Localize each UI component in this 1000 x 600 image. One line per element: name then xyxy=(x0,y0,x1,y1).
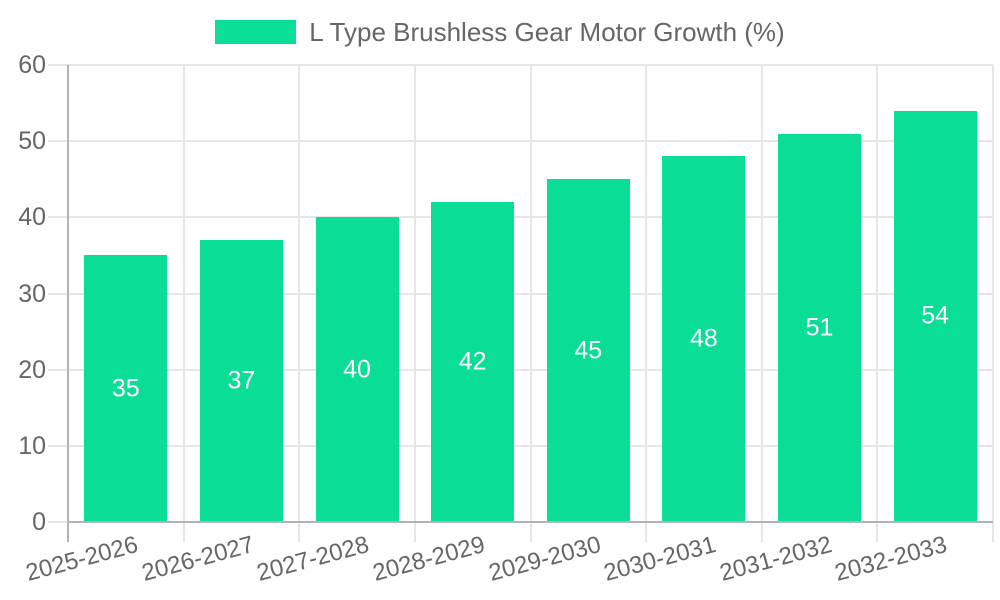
y-gridline xyxy=(48,216,993,219)
x-gridline xyxy=(645,65,648,522)
y-gridline xyxy=(48,64,993,66)
x-tick-label: 2031-2032 xyxy=(716,531,835,587)
x-tick-label: 2029-2030 xyxy=(485,531,604,587)
x-gridline xyxy=(298,65,301,522)
x-axis-line xyxy=(67,521,993,523)
y-tick-label: 0 xyxy=(32,508,46,536)
y-tick-label: 30 xyxy=(18,279,46,308)
x-tick-mark xyxy=(992,522,994,542)
bar-value-label: 42 xyxy=(458,347,487,376)
bar-value-label: 40 xyxy=(343,355,371,384)
x-tick-mark xyxy=(529,522,532,542)
y-gridline xyxy=(48,444,993,447)
x-gridline xyxy=(529,65,532,522)
y-gridline xyxy=(48,140,993,143)
x-tick-label: 2025-2026 xyxy=(22,531,141,587)
x-tick-label: 2027-2028 xyxy=(254,531,373,587)
legend-swatch-icon xyxy=(215,20,297,44)
x-tick-mark xyxy=(182,522,185,542)
bar-2030-2031[interactable] xyxy=(662,156,745,522)
chart-legend: L Type Brushless Gear Motor Growth (%) xyxy=(0,18,1000,46)
bar-value-label: 48 xyxy=(690,324,718,353)
bar-2031-2032[interactable] xyxy=(778,133,861,522)
y-tick-label: 60 xyxy=(18,51,46,79)
x-gridline xyxy=(992,65,994,522)
x-tick-mark xyxy=(760,522,763,542)
bar-2026-2027[interactable] xyxy=(200,240,283,522)
y-tick-label: 20 xyxy=(18,355,46,384)
x-tick-label: 2026-2027 xyxy=(138,531,257,587)
bar-2029-2030[interactable] xyxy=(547,179,630,522)
bar-2027-2028[interactable] xyxy=(316,217,399,522)
x-tick-mark xyxy=(645,522,648,542)
bar-2028-2029[interactable] xyxy=(431,202,514,522)
x-gridline xyxy=(182,65,185,522)
y-tick-label: 50 xyxy=(18,127,46,156)
x-tick-mark xyxy=(876,522,879,542)
y-tick-label: 40 xyxy=(18,203,46,232)
bar-value-label: 45 xyxy=(574,336,603,365)
bar-value-label: 35 xyxy=(111,374,140,403)
x-gridline xyxy=(413,65,416,522)
x-gridline xyxy=(876,65,879,522)
bar-value-label: 51 xyxy=(805,313,834,342)
bar-value-label: 54 xyxy=(921,301,950,330)
y-tick-label: 10 xyxy=(18,431,46,460)
x-tick-label: 2030-2031 xyxy=(601,531,719,587)
x-tick-mark xyxy=(298,522,301,542)
x-gridline xyxy=(760,65,763,522)
bar-value-label: 37 xyxy=(227,366,256,395)
y-axis-line xyxy=(67,65,69,542)
x-tick-mark xyxy=(413,522,416,542)
x-tick-label: 2032-2033 xyxy=(832,531,951,587)
legend-label: L Type Brushless Gear Motor Growth (%) xyxy=(309,17,785,47)
legend-item[interactable]: L Type Brushless Gear Motor Growth (%) xyxy=(215,17,785,47)
bar-2025-2026[interactable] xyxy=(84,255,167,522)
y-gridline xyxy=(48,292,993,295)
x-tick-label: 2028-2029 xyxy=(369,531,488,587)
bar-2032-2033[interactable] xyxy=(894,110,977,522)
y-gridline xyxy=(48,368,993,371)
